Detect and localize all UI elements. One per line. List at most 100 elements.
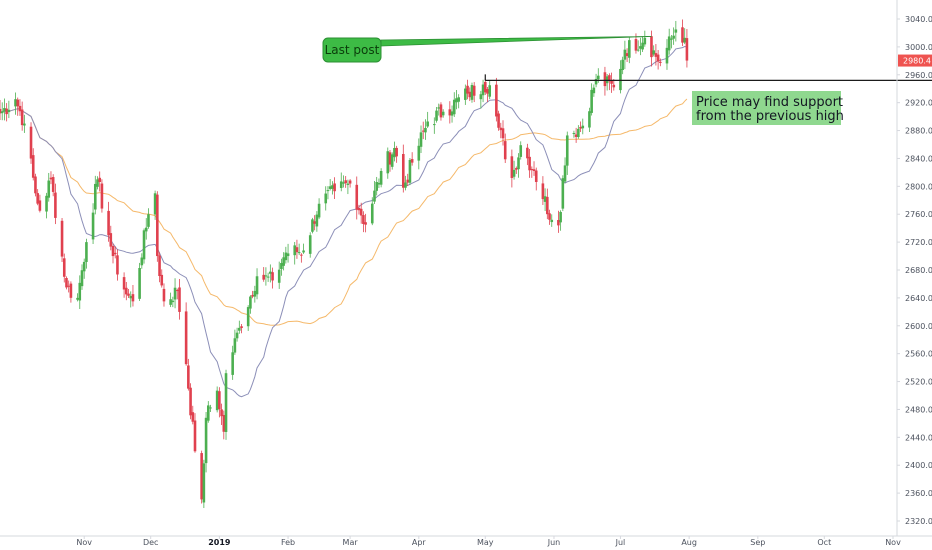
candle-body [455, 98, 458, 103]
candle-body [116, 255, 119, 275]
support-note: Price may find support from the previous… [692, 91, 844, 125]
candle-body [7, 109, 11, 113]
candle-body [670, 38, 673, 40]
candle-body [313, 221, 316, 224]
x-tick-label: 2019 [208, 538, 231, 547]
candle-body [548, 213, 551, 220]
ma-slow-line [0, 98, 688, 326]
candle-body [295, 247, 299, 253]
candle-body [80, 270, 84, 287]
candle-body [297, 252, 301, 254]
candle-body [36, 193, 39, 204]
candle-body [541, 183, 545, 200]
moving-average-fast [0, 45, 688, 398]
candle-body [251, 294, 254, 297]
candle-body [5, 108, 8, 115]
candle-body [269, 271, 272, 274]
y-tick-label: 2720.0 [905, 238, 932, 247]
y-tick-labels: 2320.0 2360.0 2400.0 2440.0 2480.0 2520.0 2560… [897, 15, 932, 526]
candle-body [156, 194, 159, 257]
candle-body [220, 409, 223, 417]
y-tick-label: 2480.0 [905, 405, 932, 414]
candle-body [641, 42, 644, 50]
y-tick-label: 2640.0 [905, 294, 932, 303]
candle-body [379, 170, 383, 185]
candle-body [308, 235, 312, 254]
candle-body [370, 203, 374, 224]
candle-body [659, 61, 662, 63]
x-tick-label: Jun [547, 538, 561, 547]
candle-body [284, 252, 288, 261]
candle-body [96, 179, 99, 187]
y-tick-label: 2920.0 [905, 99, 932, 108]
candle-body [419, 132, 423, 147]
candle-body [206, 405, 210, 421]
candle-body [311, 219, 314, 232]
candle-body [144, 227, 148, 232]
candle-body [495, 84, 498, 117]
y-tick-label: 3040.0 [905, 15, 932, 24]
candle-body [262, 274, 265, 280]
candle-body [464, 88, 467, 100]
candle-body [209, 407, 212, 409]
candle-body [333, 183, 336, 192]
candle-body [246, 307, 250, 327]
candle-body [18, 105, 22, 112]
candle-body [34, 176, 37, 194]
candle-body [603, 72, 607, 87]
candle-body [282, 257, 285, 266]
candle-body [0, 111, 4, 114]
candle-body [280, 262, 283, 270]
candle-body [14, 99, 17, 107]
candle-body [667, 36, 671, 51]
candle-body [107, 210, 110, 236]
candle-body [355, 184, 359, 210]
candle-body [377, 182, 381, 185]
candle-body [204, 417, 208, 464]
candle-body [78, 282, 82, 301]
candle-body [109, 233, 113, 247]
candle-body [271, 272, 274, 281]
candle-body [650, 36, 653, 58]
candle-body [543, 196, 547, 202]
candle-body [317, 203, 321, 218]
candle-body [515, 168, 518, 170]
candle-body [652, 50, 655, 55]
candle-body [625, 53, 629, 57]
candle-body [342, 182, 345, 184]
candle-body [302, 250, 305, 253]
candle-body [85, 242, 88, 262]
candle-body [557, 220, 560, 226]
candle-body [362, 215, 365, 224]
candle-body [235, 332, 239, 339]
candle-body [417, 145, 421, 161]
candle-body [171, 300, 175, 303]
candle-body [565, 135, 569, 166]
x-tick-label: Oct [817, 538, 831, 547]
callout-text: Last post [325, 43, 380, 57]
candle-body [517, 157, 520, 170]
candle-body [441, 111, 445, 116]
last-post-callout: Last post [322, 36, 652, 63]
candle-body [685, 38, 689, 61]
y-tick-label: 2520.0 [905, 378, 932, 387]
candle-body [526, 147, 529, 159]
candle-body [142, 230, 146, 260]
y-tick-label: 2960.0 [905, 71, 932, 80]
candle-body [0, 108, 2, 114]
callout-box [322, 37, 382, 63]
candle-body [561, 178, 565, 209]
candle-body [386, 151, 390, 174]
candle-body [435, 110, 438, 121]
candle-body [623, 49, 627, 60]
candle-body [249, 296, 252, 309]
candle-body [178, 287, 181, 312]
candle-body [23, 123, 26, 126]
candle-body [654, 53, 658, 57]
x-tick-label: Nov [76, 538, 92, 547]
candle-body [468, 91, 472, 98]
candle-body [264, 275, 268, 277]
y-tick-label: 2400.0 [905, 461, 932, 470]
candle-body [639, 46, 642, 49]
